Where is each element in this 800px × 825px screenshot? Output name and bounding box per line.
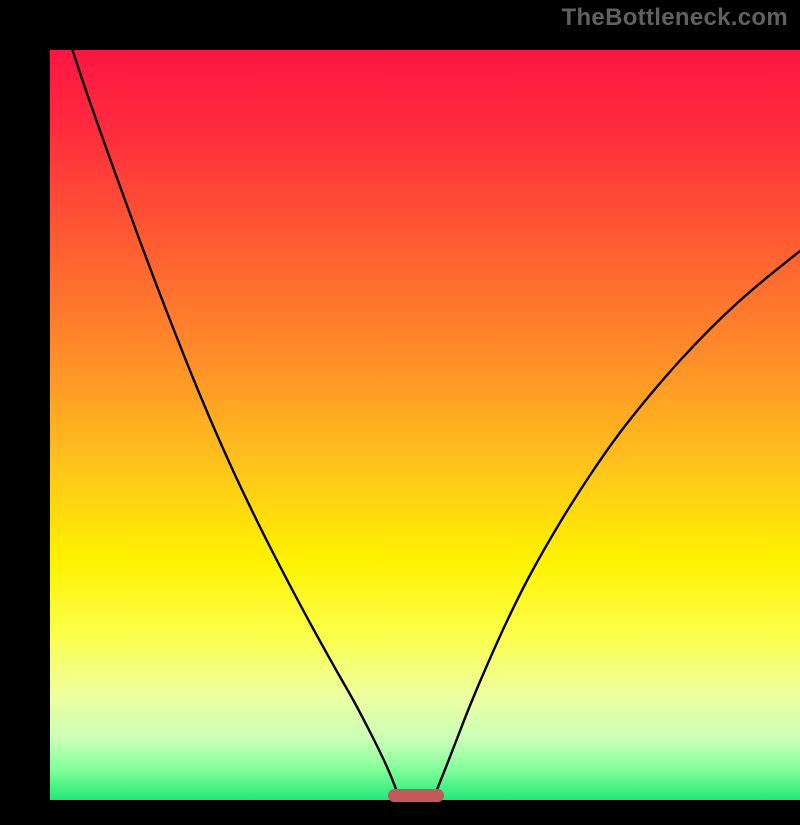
- bottleneck-curve: [73, 50, 800, 798]
- chart-frame: [0, 0, 800, 800]
- curves-layer: [25, 25, 800, 825]
- watermark-text: TheBottleneck.com: [562, 4, 788, 32]
